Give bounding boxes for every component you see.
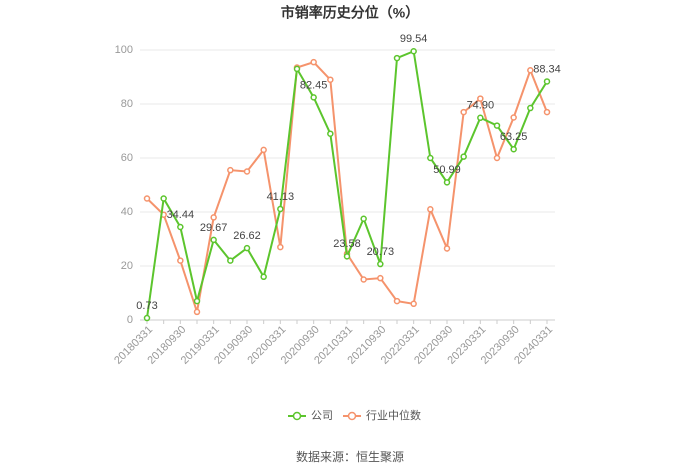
- point: [227, 166, 234, 174]
- point: [193, 308, 201, 316]
- point: [377, 260, 384, 268]
- point: [460, 108, 467, 116]
- point: [510, 145, 517, 153]
- point: [427, 206, 434, 213]
- point: [543, 78, 551, 85]
- data-label: 41.13: [267, 191, 295, 203]
- data-label: 0.73: [136, 300, 157, 312]
- point: [310, 94, 317, 101]
- point: [410, 300, 417, 308]
- point: [477, 114, 484, 122]
- point: [327, 130, 334, 137]
- point: [143, 195, 151, 202]
- y-tick-label: 40: [121, 206, 133, 218]
- point: [493, 122, 501, 129]
- point: [277, 243, 284, 251]
- y-tick-label: 60: [121, 152, 133, 164]
- point: [327, 76, 334, 83]
- point: [177, 223, 184, 231]
- legend-marker: [347, 411, 357, 421]
- point: [543, 108, 551, 116]
- point: [243, 168, 251, 175]
- point: [527, 67, 534, 74]
- point: [493, 154, 501, 162]
- point: [343, 253, 351, 260]
- point: [393, 297, 401, 305]
- data-label: 23.58: [333, 238, 361, 250]
- point: [143, 314, 151, 322]
- point: [477, 95, 484, 102]
- point: [310, 58, 317, 66]
- y-tick-label: 20: [121, 260, 133, 272]
- data-label: 26.62: [233, 230, 261, 242]
- point: [160, 195, 167, 202]
- point: [443, 245, 451, 252]
- data-label: 29.67: [200, 222, 228, 234]
- y-tick-label: 100: [115, 44, 133, 56]
- data-label: 99.54: [400, 33, 428, 45]
- point: [460, 153, 467, 160]
- legend-marker: [292, 411, 302, 421]
- source: 数据来源：恒生聚源: [296, 449, 404, 464]
- chart-title: 市销率历史分位（%）: [281, 5, 419, 21]
- data-label: 74.90: [467, 100, 495, 112]
- legend-label: 行业中位数: [366, 408, 421, 422]
- data-label: 82.45: [300, 79, 328, 91]
- point: [293, 65, 301, 73]
- data-label: 50.99: [433, 164, 461, 176]
- y-tick-label: 0: [127, 314, 133, 326]
- point: [527, 104, 534, 112]
- point: [510, 114, 517, 121]
- point: [377, 274, 384, 282]
- data-label: 20.73: [367, 246, 395, 258]
- point: [177, 257, 184, 264]
- point: [277, 205, 284, 213]
- point: [427, 154, 434, 162]
- series-line: [146, 49, 548, 319]
- point: [193, 297, 201, 305]
- data-label: 63.25: [500, 131, 528, 143]
- data-label: 88.34: [533, 63, 561, 75]
- y-tick-label: 80: [121, 98, 133, 110]
- point: [360, 215, 367, 222]
- point: [393, 54, 401, 62]
- point: [210, 236, 217, 244]
- point: [243, 244, 251, 252]
- point: [227, 257, 234, 264]
- point: [260, 273, 267, 281]
- point: [443, 179, 451, 186]
- legend-label: 公司: [311, 410, 333, 422]
- point: [260, 146, 267, 154]
- point: [210, 214, 217, 221]
- point: [360, 276, 367, 283]
- point: [410, 47, 417, 55]
- data-label: 34.44: [167, 209, 195, 221]
